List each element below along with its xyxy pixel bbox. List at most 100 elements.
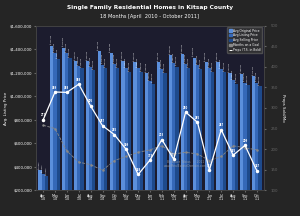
Text: $1,294,000: $1,294,000 — [134, 51, 136, 61]
Text: $1,200,000: $1,200,000 — [164, 62, 166, 72]
Bar — [110, 53, 113, 214]
Bar — [104, 68, 107, 214]
Bar — [122, 61, 124, 214]
Bar — [252, 76, 255, 214]
Text: $1,238,000: $1,238,000 — [116, 57, 119, 67]
Bar — [113, 64, 116, 214]
Text: $1,195,008: $1,195,008 — [146, 62, 148, 72]
Bar — [133, 62, 136, 214]
Bar — [53, 53, 57, 214]
Text: 199: 199 — [124, 143, 129, 147]
Text: $1,414,803: $1,414,803 — [63, 37, 65, 46]
Bar — [187, 68, 190, 214]
Bar — [89, 67, 92, 214]
Y-axis label: Avg. Listing Price: Avg. Listing Price — [4, 91, 8, 125]
Bar — [243, 83, 247, 214]
Bar — [145, 73, 148, 214]
Bar — [211, 72, 214, 214]
Text: $1,283,000: $1,283,000 — [173, 52, 175, 62]
Text: 290: 290 — [183, 106, 188, 110]
Bar — [259, 86, 262, 214]
Text: $1,238,000: $1,238,000 — [208, 57, 210, 67]
Text: 235: 235 — [112, 128, 117, 132]
Bar — [50, 46, 53, 214]
Text: 149: 149 — [207, 164, 212, 168]
Text: $1,233,000: $1,233,000 — [220, 58, 222, 68]
Text: 339: 339 — [52, 86, 58, 89]
Text: 138: 138 — [136, 168, 141, 172]
Text: $1,238,000: $1,238,000 — [125, 57, 127, 67]
Text: $1,189,034: $1,189,034 — [241, 63, 243, 73]
Text: 18 Months [April  2010 - October 2011]: 18 Months [April 2010 - October 2011] — [100, 14, 200, 19]
Bar — [74, 61, 77, 214]
Text: 257: 257 — [100, 119, 105, 123]
Text: $1,303,007: $1,303,007 — [74, 49, 77, 60]
Text: $1,290,000: $1,290,000 — [217, 51, 219, 61]
Bar — [235, 84, 238, 214]
Text: $1,203,000: $1,203,000 — [224, 61, 226, 71]
Bar — [62, 48, 65, 214]
Text: $1,273,000: $1,273,000 — [113, 53, 116, 63]
Bar — [205, 62, 208, 214]
Bar — [160, 69, 164, 214]
Text: $1,108,000: $1,108,000 — [235, 72, 237, 83]
Text: $1,238,000: $1,238,000 — [105, 57, 107, 67]
Bar — [216, 62, 220, 214]
Text: $1,302,000: $1,302,000 — [86, 50, 88, 60]
Text: $1,248,000: $1,248,000 — [90, 56, 92, 66]
Bar — [128, 72, 131, 214]
Bar — [255, 83, 259, 214]
Text: $1,294,706: $1,294,706 — [158, 51, 160, 60]
Text: $340,000: $340,000 — [42, 164, 44, 173]
Text: $369,694: $369,694 — [39, 161, 41, 169]
Bar — [164, 73, 167, 214]
Text: 305: 305 — [88, 100, 93, 103]
Bar — [124, 68, 128, 214]
Text: Single Family Residential Homes in Kitsap County: Single Family Residential Homes in Kitsa… — [67, 5, 233, 10]
Bar — [208, 68, 211, 214]
Bar — [38, 170, 41, 214]
Text: $1,093,000: $1,093,000 — [247, 74, 249, 84]
Text: $1,370,000: $1,370,000 — [54, 42, 56, 52]
Bar — [220, 69, 223, 214]
Text: $1,208,000: $1,208,000 — [140, 61, 142, 71]
Text: $1,116,000: $1,116,000 — [244, 71, 246, 81]
Text: 185: 185 — [230, 149, 236, 153]
Bar — [45, 176, 48, 214]
Bar — [92, 70, 95, 214]
Bar — [223, 73, 226, 214]
Text: 175: 175 — [171, 153, 176, 157]
Text: $1,175,344: $1,175,344 — [253, 65, 255, 75]
Text: $1,240,000: $1,240,000 — [188, 57, 190, 67]
Text: $1,208,000: $1,208,000 — [128, 61, 130, 71]
Bar — [184, 64, 187, 214]
Text: $1,086,000: $1,086,000 — [259, 75, 261, 85]
Text: $1,368,389: $1,368,389 — [110, 42, 112, 52]
Bar — [148, 81, 152, 214]
Bar — [77, 66, 80, 214]
Text: By Bruce Tobias  © 2011
www.RealEstateDomain.com: By Bruce Tobias © 2011 www.RealEstateDom… — [164, 160, 208, 168]
Bar — [41, 174, 45, 214]
Text: 358: 358 — [76, 78, 81, 82]
Bar — [101, 65, 104, 214]
Bar — [116, 68, 119, 214]
Text: $1,108,000: $1,108,000 — [152, 72, 154, 83]
Bar — [152, 84, 155, 214]
Bar — [157, 62, 160, 214]
Text: $1,222,000: $1,222,000 — [93, 59, 95, 69]
Text: $1,328,000: $1,328,000 — [69, 47, 71, 57]
Text: $1,295,000: $1,295,000 — [205, 51, 207, 60]
Text: 209: 209 — [242, 139, 247, 143]
Text: $1,258,000: $1,258,000 — [78, 55, 80, 65]
Bar — [247, 85, 250, 214]
Bar — [140, 72, 143, 214]
Y-axis label: Props Sold/Mo: Props Sold/Mo — [280, 94, 284, 122]
Legend: Avg Original Price, Avg Listing Price, Avg Selling Price, Months on a Goal, Prop: Avg Original Price, Avg Listing Price, A… — [227, 27, 262, 53]
Text: $1,208,000: $1,208,000 — [212, 61, 214, 71]
Bar — [193, 57, 196, 214]
Bar — [57, 59, 60, 214]
Text: $1,382,226: $1,382,226 — [98, 40, 100, 50]
Text: $1,116,000: $1,116,000 — [256, 71, 258, 81]
Text: $1,330,546: $1,330,546 — [193, 46, 195, 56]
Text: $320,000: $320,000 — [45, 167, 47, 175]
